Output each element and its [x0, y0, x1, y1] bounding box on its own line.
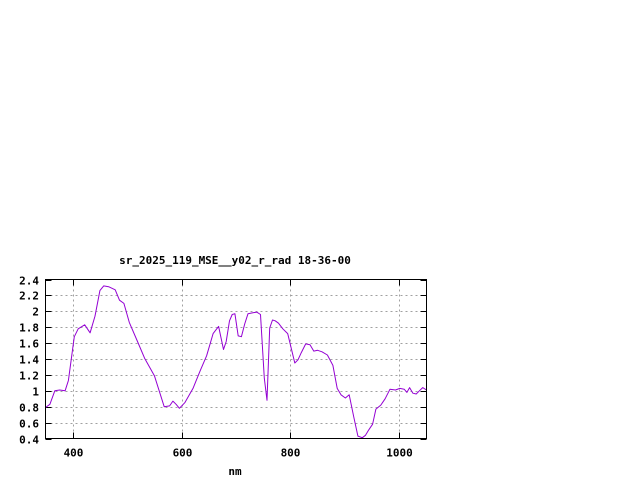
x-axis-tick-labels: 400 600 800 1000 — [64, 447, 413, 460]
x-axis-label: nm — [228, 465, 242, 478]
y-tick-label: 2 — [32, 306, 39, 319]
series-line — [45, 285, 427, 439]
chart-title: sr_2025_119_MSE__y02_r_rad 18-36-00 — [119, 254, 351, 267]
y-tick-label: 0.4 — [19, 434, 39, 447]
x-tick-label: 800 — [281, 447, 301, 460]
y-tick-label: 2.4 — [19, 275, 39, 288]
y-tick-label: 0.6 — [19, 418, 39, 431]
x-tick-label: 400 — [64, 447, 84, 460]
y-axis-tick-labels: 0.4 0.6 0.8 1 1.2 1.4 1.6 1.8 2 2.2 2.4 — [19, 275, 39, 447]
axis-ticks — [45, 279, 427, 440]
y-tick-label: 1.8 — [19, 322, 39, 335]
y-tick-label: 1 — [32, 386, 39, 399]
x-tick-label: 600 — [173, 447, 193, 460]
series-layer — [45, 285, 427, 439]
y-tick-label: 2.2 — [19, 290, 39, 303]
y-tick-label: 1.2 — [19, 370, 39, 383]
y-tick-label: 0.8 — [19, 402, 39, 415]
y-tick-label: 1.4 — [19, 354, 39, 367]
y-tick-label: 1.6 — [19, 338, 39, 351]
grid — [45, 279, 427, 439]
x-tick-label: 1000 — [386, 447, 413, 460]
plot-frame — [45, 279, 427, 439]
